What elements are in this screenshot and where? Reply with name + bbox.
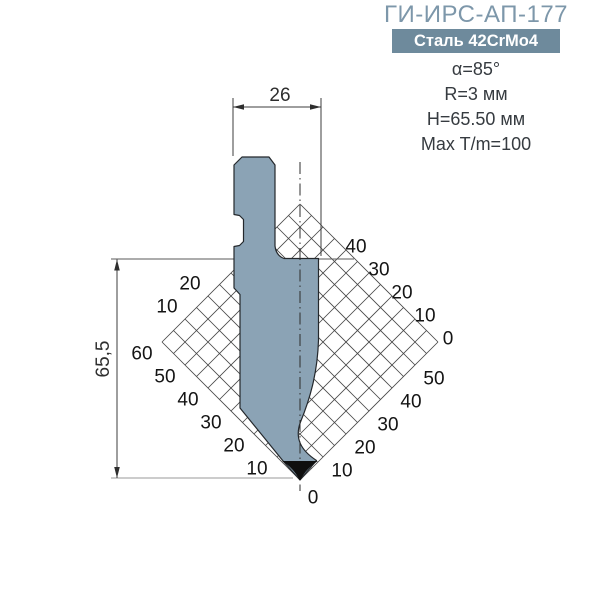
- page-title: ГИ-ИРС-АП-177: [383, 1, 569, 28]
- height-dimension-label: 65,5: [93, 341, 114, 378]
- ruler-label: 10: [414, 306, 435, 327]
- grid-line: [161, 203, 301, 343]
- ruler-label: 10: [156, 297, 177, 318]
- punch-tip: [282, 461, 318, 481]
- steel-grade-badge: Сталь 42CrMo4: [392, 29, 560, 53]
- ruler-label: 20: [391, 283, 412, 304]
- width-dimension-label: 26: [269, 85, 290, 106]
- punch-profile: [233, 156, 320, 481]
- grid-line: [288, 215, 427, 354]
- arrow-down-icon: [114, 467, 120, 478]
- arrow-up-icon: [114, 259, 120, 271]
- grid-line: [299, 203, 439, 343]
- ruler-label: 30: [377, 415, 398, 436]
- ruler-label: 40: [177, 390, 198, 411]
- arrow-right-icon: [310, 104, 321, 110]
- ruler-label: 20: [179, 274, 200, 295]
- ruler-label: 40: [400, 392, 421, 413]
- spec-list: α=85° R=3 мм H=65.50 мм Max T/m=100: [366, 57, 586, 157]
- ruler-label: 0: [443, 329, 454, 350]
- ruler-label: 0: [308, 488, 319, 509]
- ruler-label: 20: [223, 436, 244, 457]
- spec-max-load: Max T/m=100: [420, 134, 532, 154]
- ruler-label: 20: [354, 438, 375, 459]
- ruler-label: 10: [246, 459, 267, 480]
- spec-height: H=65.50 мм: [426, 109, 526, 129]
- spec-radius: R=3 мм: [444, 84, 508, 104]
- arrow-left-icon: [233, 104, 244, 110]
- ruler-label: 50: [154, 367, 175, 388]
- ruler-label: 10: [331, 461, 352, 482]
- spec-angle: α=85°: [451, 59, 501, 79]
- ruler-label: 30: [368, 260, 389, 281]
- ruler-label: 40: [345, 237, 366, 258]
- ruler-label: 50: [423, 369, 444, 390]
- ruler-label: 30: [200, 413, 221, 434]
- ruler-label: 60: [131, 344, 152, 365]
